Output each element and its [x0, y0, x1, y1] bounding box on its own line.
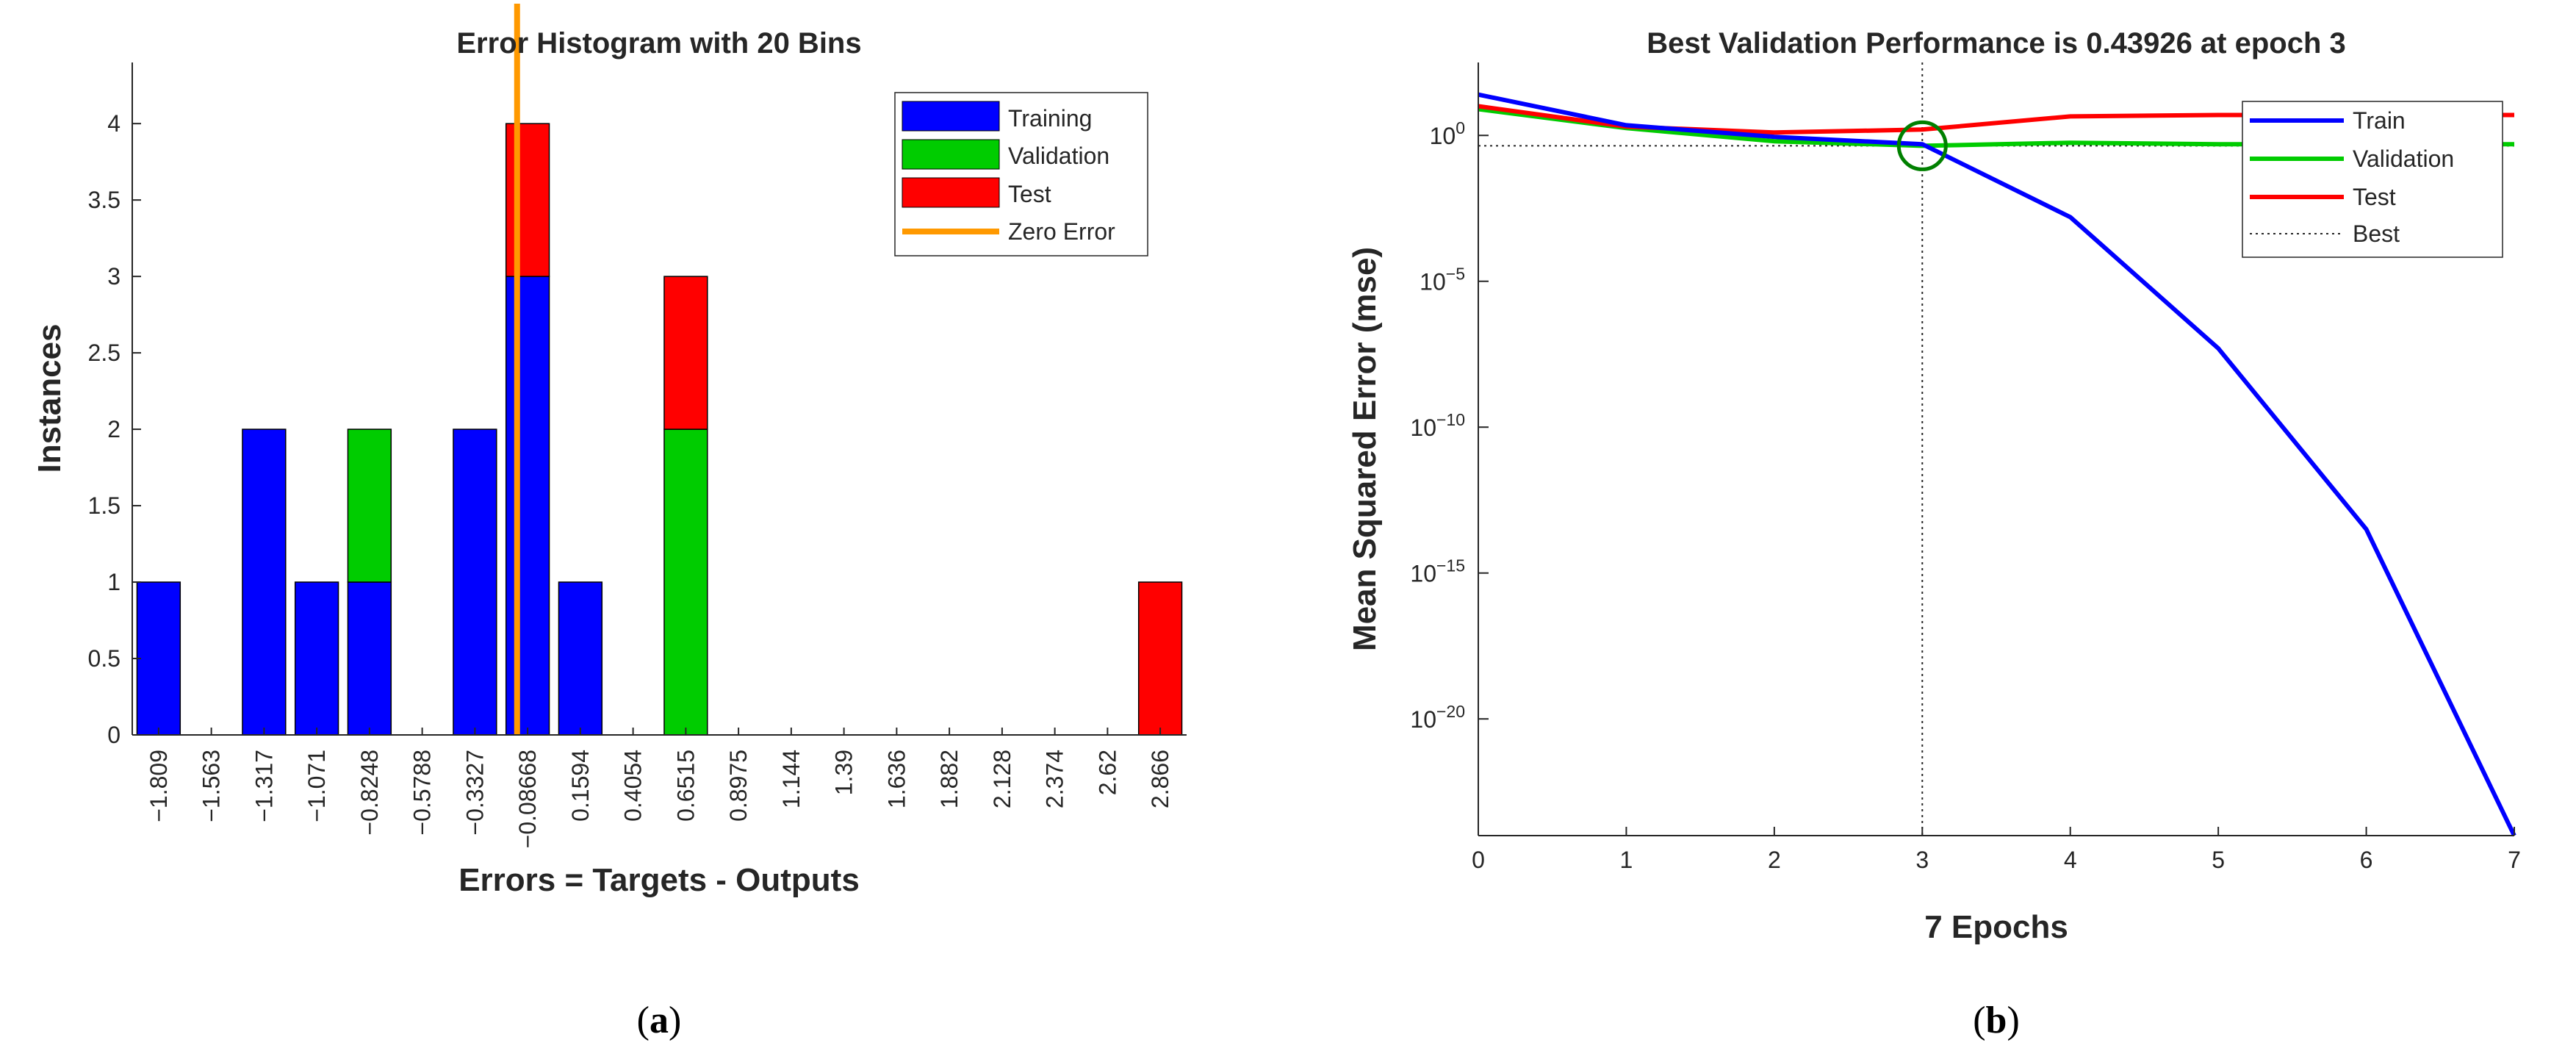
y-tick-label: 100: [1430, 118, 1465, 149]
y-tick-label: 1: [107, 569, 120, 595]
x-tick-label: 0.8975: [725, 750, 752, 822]
histogram-x-axis-label: Errors = Targets - Outputs: [458, 862, 860, 898]
x-tick-label: 2.62: [1094, 750, 1120, 795]
x-tick-label: −0.8248: [356, 750, 383, 836]
legend-label-zero-error: Zero Error: [1008, 218, 1115, 245]
performance-legend-box: [2242, 101, 2503, 258]
x-tick-label: 1.882: [936, 750, 963, 808]
bar-training-7: [505, 276, 550, 736]
x-tick-label: −1.563: [198, 750, 225, 822]
y-tick-label: 3.5: [88, 187, 120, 213]
y-tick-label: 10−15: [1410, 556, 1465, 587]
bar-training-6: [453, 428, 497, 736]
y-tick-label: 10−5: [1420, 265, 1465, 295]
legend-swatch-test: [902, 177, 1000, 208]
performance-title: Best Validation Performance is 0.43926 a…: [1647, 27, 2346, 60]
x-tick-label: 2.374: [1042, 750, 1068, 808]
bar-validation-4: [347, 428, 392, 583]
x-tick-label: −1.071: [303, 750, 330, 822]
legend-label-test: Test: [1008, 181, 1051, 207]
x-tick-label: −0.08668: [514, 750, 541, 848]
x-tick-label: 2.866: [1147, 750, 1173, 808]
x-tick-label: 5: [2212, 847, 2225, 873]
y-tick-label: 2.5: [88, 340, 120, 366]
legend-label-validation-line: Validation: [2353, 146, 2454, 172]
histogram-x-ticks: −1.809 −1.563 −1.317 −1.071 −0.8248 −0.5788 −0…: [145, 728, 1173, 848]
legend-label-validation: Validation: [1008, 143, 1109, 169]
x-tick-label: 3: [1915, 847, 1929, 873]
x-tick-label: 0.1594: [567, 750, 594, 822]
legend-swatch-validation: [902, 139, 1000, 170]
performance-x-ticks: 0 1 2 3 4 5 6 7: [1472, 827, 2521, 873]
performance-panel: 100 10−5 10−10 10−15 10−20 0 1 2 3 4 5 6 7 Best Val…: [1347, 27, 2521, 1041]
performance-x-axis-label: 7 Epochs: [1924, 909, 2068, 945]
bar-training-4: [347, 581, 392, 736]
bar-training-0: [136, 581, 181, 736]
x-tick-label: 0.4054: [620, 750, 647, 822]
histogram-legend: Training Validation Test Zero Error: [894, 92, 1148, 256]
x-tick-label: 2.128: [989, 750, 1015, 808]
legend-label-training: Training: [1008, 105, 1092, 132]
x-tick-label: −0.3327: [461, 750, 488, 836]
histogram-panel: 0 0.5 1 1.5 2 2.5 3 3.5 4 −1.809 −1.563 −1.317 −1.0…: [32, 4, 1187, 1041]
y-tick-label: 0: [107, 722, 120, 748]
histogram-y-axis-label: Instances: [32, 324, 68, 473]
y-tick-label: 4: [107, 110, 120, 137]
x-tick-label: 0: [1472, 847, 1485, 873]
y-tick-label: 1.5: [88, 492, 120, 519]
y-tick-label: 10−10: [1410, 410, 1465, 441]
x-tick-label: 4: [2064, 847, 2077, 873]
y-tick-label: 3: [107, 263, 120, 290]
bar-test-19: [1137, 581, 1183, 736]
bar-test-10: [663, 276, 708, 430]
caption-a: (a): [637, 999, 682, 1041]
x-tick-label: −1.317: [251, 750, 277, 822]
bar-training-2: [242, 428, 287, 736]
series-line-train: [1478, 92, 2516, 837]
histogram-y-ticks: 0 0.5 1 1.5 2 2.5 3 3.5 4: [88, 110, 141, 748]
y-tick-label: 0.5: [88, 645, 120, 672]
best-marker-circle: [1896, 120, 1948, 171]
x-tick-label: 7: [2508, 847, 2521, 873]
bar-validation-10: [663, 428, 708, 736]
bar-training-3: [294, 581, 339, 736]
y-tick-label: 2: [107, 416, 120, 442]
bar-training-8: [558, 581, 603, 736]
y-tick-label: 10−20: [1410, 702, 1465, 733]
performance-y-ticks: 100 10−5 10−10 10−15 10−20: [1410, 118, 1489, 733]
legend-label-best: Best: [2353, 220, 2400, 247]
caption-b: (b): [1973, 999, 2020, 1041]
x-tick-label: 1: [1620, 847, 1633, 873]
x-tick-label: −1.809: [145, 750, 172, 822]
legend-label-test-line: Test: [2353, 184, 2396, 210]
x-tick-label: −0.5788: [409, 750, 436, 836]
performance-legend: Train Validation Test Best: [2242, 101, 2503, 258]
histogram-bars: [136, 123, 1183, 736]
bar-test-7: [505, 123, 550, 277]
x-tick-label: 6: [2360, 847, 2373, 873]
best-marker-group: [1896, 120, 1948, 171]
x-tick-label: 1.636: [883, 750, 910, 808]
x-tick-label: 2: [1768, 847, 1781, 873]
legend-swatch-training: [902, 101, 1000, 132]
histogram-title: Error Histogram with 20 Bins: [456, 27, 861, 60]
x-tick-label: 1.144: [778, 750, 805, 808]
legend-label-train: Train: [2353, 107, 2406, 134]
performance-y-axis-label: Mean Squared Error (mse): [1347, 247, 1383, 651]
x-tick-label: 0.6515: [672, 750, 699, 822]
x-tick-label: 1.39: [831, 750, 857, 795]
